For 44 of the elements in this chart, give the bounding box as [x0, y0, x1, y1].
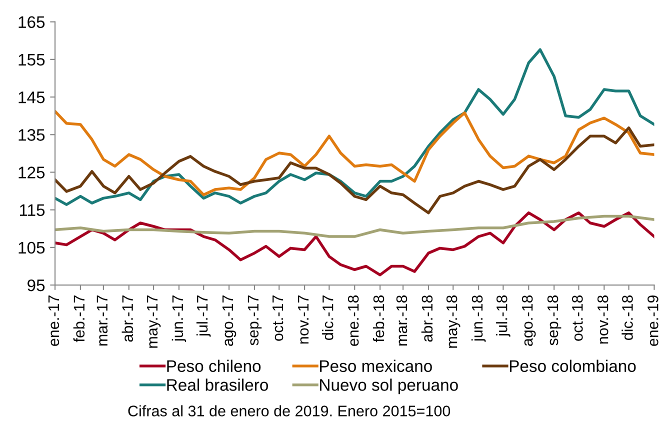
x-tick-label: feb.-17	[73, 296, 85, 342]
x-tick-label: ene.-18	[348, 295, 359, 346]
legend-label: Peso chileno	[167, 360, 261, 372]
legend-label: Peso mexicano	[320, 360, 432, 372]
text: Cifras al 31 de enero de 2019. Enero 2015=100	[128, 405, 450, 416]
y-tick-label: 95	[28, 279, 45, 292]
x-tick-label: dic.-18	[622, 295, 633, 340]
legend-label: Real brasilero	[167, 378, 268, 391]
y-tick-label: 125	[18, 166, 45, 178]
x-tick-label: ago.-18	[522, 295, 536, 346]
y-tick-label: 105	[18, 242, 45, 254]
x-tick-label: abr.-17	[122, 296, 133, 342]
line-series	[55, 126, 654, 214]
x-tick-label: jun.-18	[471, 295, 486, 342]
x-tick-label: ago.-17	[222, 296, 236, 346]
y-tick-label: 145	[18, 92, 45, 104]
x-tick-label: abr.-18	[421, 295, 433, 342]
x-tick-label: oct.-18	[572, 295, 583, 341]
x-tick-label: mar.-18	[396, 295, 408, 346]
x-tick-label: may.-17	[146, 296, 161, 348]
line-series	[55, 211, 654, 276]
x-tick-label: oct.-17	[272, 296, 284, 341]
x-tick-label: jul.-17	[196, 296, 211, 337]
legend-label: Peso colombiano	[510, 360, 636, 372]
x-tick-label: nov.-17	[298, 296, 309, 344]
line-series	[55, 214, 654, 238]
x-tick-label: jun.-17	[172, 296, 186, 342]
x-tick-label: dic.-17	[322, 296, 334, 340]
x-tick-label: nov.-18	[597, 295, 608, 344]
x-tick-label: sep.-17	[248, 296, 262, 346]
y-tick-label: 165	[18, 16, 45, 28]
x-tick-label: jul.-18	[496, 295, 510, 337]
line-series	[55, 110, 654, 196]
y-tick-label: 135	[18, 129, 45, 141]
legend-label: Nuevo sol peruano	[320, 378, 458, 394]
x-tick-label: sep.-18	[547, 295, 562, 346]
x-tick-label: ene.-19	[648, 295, 658, 346]
x-tick-label: ene.-17	[48, 296, 60, 346]
x-tick-label: mar.-17	[96, 296, 108, 346]
y-tick-label: 115	[20, 204, 45, 216]
x-tick-label: feb.-18	[372, 295, 384, 342]
x-tick-label: may.-18	[446, 295, 460, 348]
line-series	[55, 48, 654, 206]
y-tick-label: 155	[18, 54, 45, 66]
